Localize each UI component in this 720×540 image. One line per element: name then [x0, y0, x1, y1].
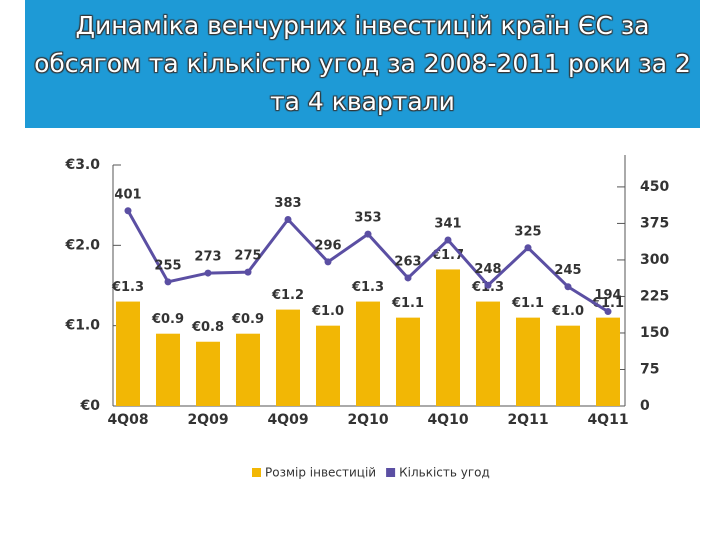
y-tick-label: €2.0: [64, 237, 100, 253]
bar: [396, 317, 420, 406]
y2-tick-label: 75: [640, 361, 659, 377]
line-label: 255: [154, 258, 181, 273]
bar-label: €1.3: [351, 280, 384, 295]
y2-tick-label: 150: [640, 325, 669, 341]
line-marker: [604, 308, 612, 316]
y-tick-label: €1.0: [64, 318, 100, 334]
bar: [436, 269, 460, 406]
bar: [596, 317, 620, 406]
bar-label: €1.0: [311, 304, 344, 319]
bar-label: €0.9: [231, 312, 264, 327]
y2-tick-label: 300: [640, 252, 669, 268]
y2-tick-label: 375: [640, 215, 669, 231]
legend-swatch: [252, 468, 261, 477]
bar-label: €1.2: [271, 288, 304, 303]
line-label: 245: [554, 263, 581, 278]
line-label: 194: [594, 288, 621, 303]
x-tick-label: 2Q11: [507, 412, 548, 428]
legend-label: Розмір інвестицій: [265, 466, 376, 480]
line-label: 273: [194, 250, 221, 265]
line-label: 353: [354, 211, 381, 226]
line-marker: [484, 281, 492, 289]
bar: [276, 309, 300, 406]
x-tick-label: 4Q09: [267, 412, 308, 428]
legend-label: Кількість угод: [399, 466, 490, 480]
line-marker: [324, 258, 332, 266]
bar: [556, 325, 580, 406]
line-label: 275: [234, 249, 261, 264]
y2-tick-label: 450: [640, 179, 669, 195]
line-marker: [564, 283, 572, 291]
y2-tick-label: 225: [640, 288, 669, 304]
bar-label: €1.3: [111, 280, 144, 295]
y-tick-label: €3.0: [64, 157, 100, 173]
line-marker: [364, 230, 372, 238]
line-label: 248: [474, 262, 501, 277]
x-tick-label: 4Q10: [427, 412, 468, 428]
bar-label: €1.1: [511, 296, 544, 311]
bar: [516, 317, 540, 406]
chart-title: Динаміка венчурних інвестицій країн ЄС з…: [25, 0, 700, 128]
bar: [156, 333, 180, 406]
line-marker: [524, 244, 532, 252]
line-label: 383: [274, 196, 301, 211]
bar: [236, 333, 260, 406]
y-tick-label: €0: [80, 398, 101, 414]
bar: [476, 301, 500, 406]
bar-label: €0.9: [151, 312, 184, 327]
line-label: 401: [114, 187, 141, 202]
x-tick-label: 4Q11: [587, 412, 628, 428]
legend-swatch: [386, 468, 396, 477]
line-marker: [164, 278, 172, 286]
line-marker: [204, 269, 212, 277]
line-marker: [244, 268, 252, 276]
bar-label: €0.8: [191, 320, 224, 335]
bar: [116, 301, 140, 406]
line-label: 325: [514, 224, 541, 239]
line-label: 263: [394, 254, 421, 269]
line-marker: [444, 236, 452, 244]
line-marker: [284, 216, 292, 224]
x-tick-label: 2Q09: [187, 412, 228, 428]
bar: [196, 341, 220, 406]
bar: [316, 325, 340, 406]
line-marker: [404, 274, 412, 282]
line-label: 296: [314, 238, 341, 253]
bar-label: €1.1: [391, 296, 424, 311]
bar: [356, 301, 380, 406]
x-tick-label: 4Q08: [107, 412, 148, 428]
x-tick-label: 2Q10: [347, 412, 388, 428]
y2-tick-label: 0: [640, 398, 650, 414]
bar-label: €1.7: [431, 248, 464, 263]
line-label: 341: [434, 216, 461, 231]
bar-label: €1.0: [551, 304, 584, 319]
line-marker: [124, 207, 132, 215]
